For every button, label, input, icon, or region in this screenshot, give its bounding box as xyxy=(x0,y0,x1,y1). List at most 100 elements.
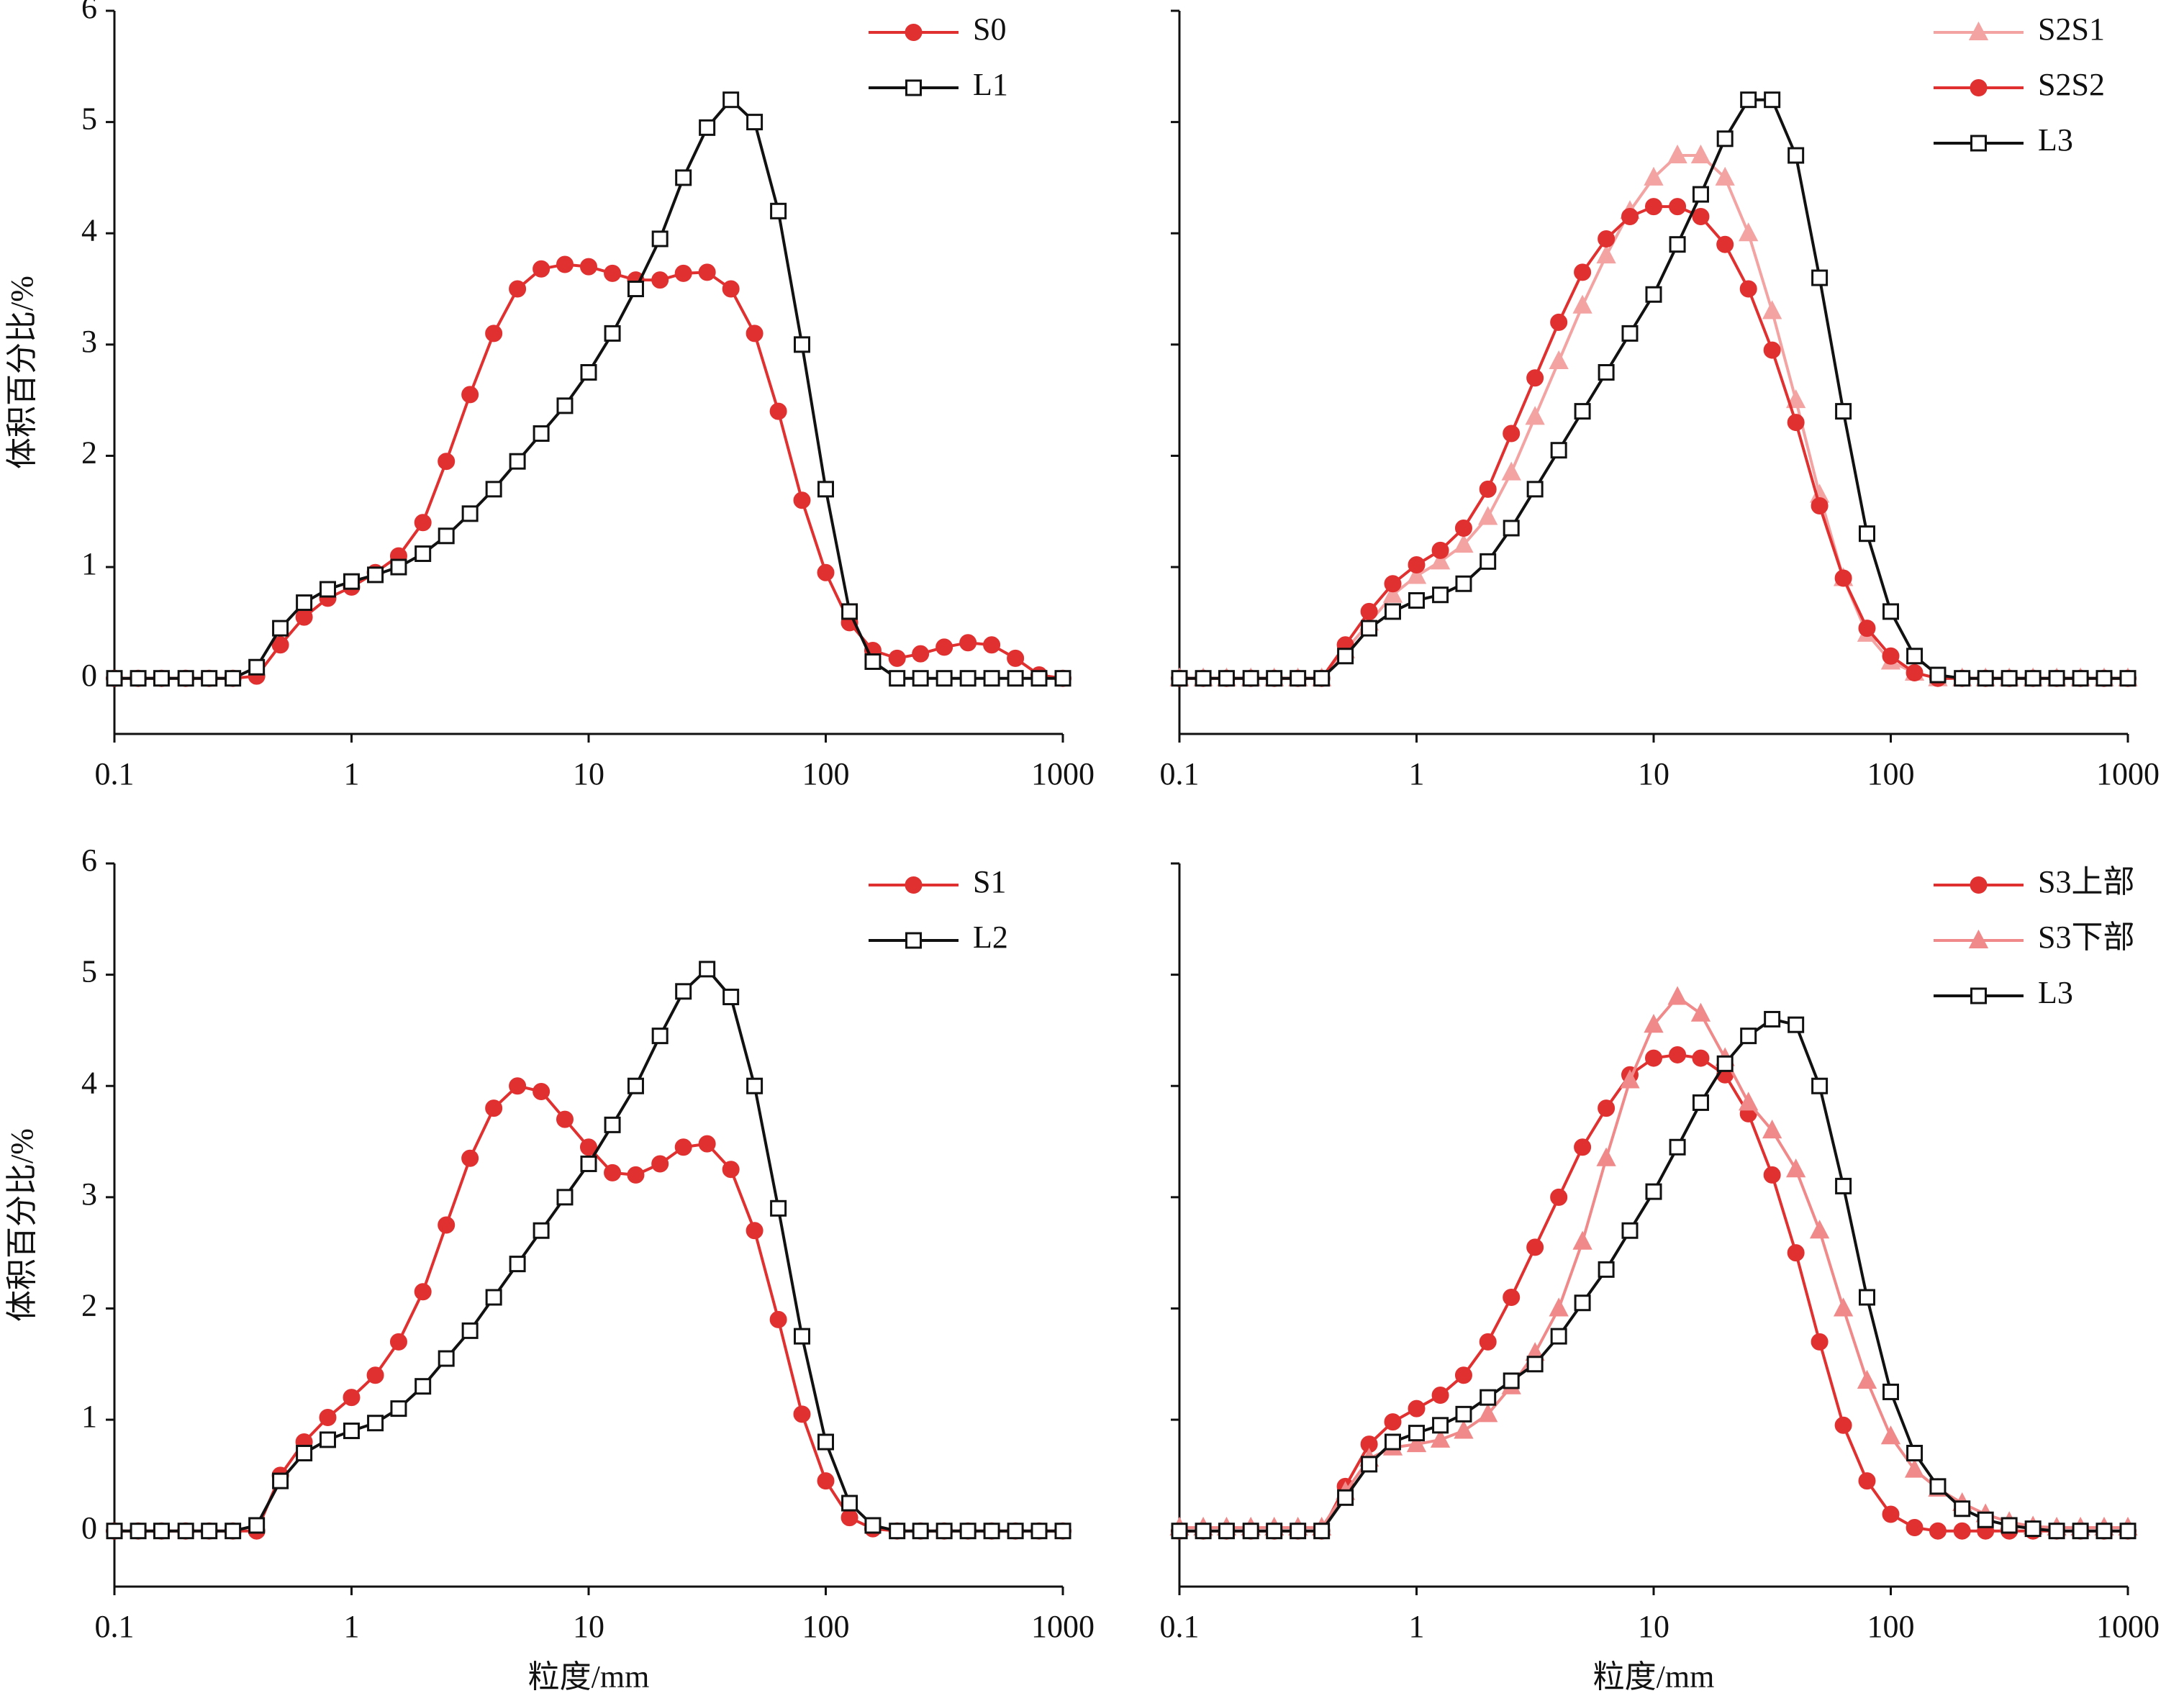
marker-circle xyxy=(1929,1522,1947,1540)
y-tick-label: 1 xyxy=(81,546,97,581)
marker-triangle xyxy=(1596,1147,1616,1166)
marker-square xyxy=(959,670,977,687)
marker-circle xyxy=(1858,620,1876,638)
marker-square xyxy=(817,1433,834,1451)
marker-circle xyxy=(817,1472,835,1490)
marker-square xyxy=(1882,1383,1899,1400)
series-line xyxy=(1179,1053,2128,1533)
marker-circle xyxy=(1503,1289,1521,1306)
marker-square xyxy=(959,1523,977,1540)
marker-circle xyxy=(983,636,1001,654)
marker-circle xyxy=(1526,369,1544,387)
marker-square xyxy=(580,364,597,381)
marker-square xyxy=(1455,575,1472,592)
marker-circle xyxy=(556,1110,574,1128)
x-tick-label: 10 xyxy=(1638,1609,1669,1644)
marker-circle xyxy=(1454,519,1472,537)
marker-square xyxy=(1242,1523,1259,1540)
marker-square xyxy=(580,1155,597,1172)
marker-square xyxy=(485,1289,502,1306)
marker-square xyxy=(438,527,455,545)
marker-triangle xyxy=(1762,1119,1782,1139)
marker-triangle xyxy=(1667,986,1687,1005)
marker-circle xyxy=(674,1138,692,1156)
marker-circle xyxy=(509,1077,527,1095)
marker-circle xyxy=(271,636,289,654)
marker-circle xyxy=(912,645,930,663)
legend-label: S3下部 xyxy=(2038,920,2134,955)
series-line xyxy=(114,966,1063,1533)
marker-circle xyxy=(698,263,716,281)
marker-square xyxy=(983,670,1000,687)
marker-triangle xyxy=(1809,1220,1830,1239)
y-axis-label: 体积百分比/% xyxy=(4,276,40,469)
marker-circle xyxy=(1692,1049,1710,1067)
series-line xyxy=(1179,205,2128,680)
marker-square xyxy=(225,670,242,687)
marker-square xyxy=(1361,620,1378,637)
marker-circle xyxy=(1598,230,1616,248)
marker-square xyxy=(533,1222,550,1239)
y-tick-label: 3 xyxy=(81,324,97,359)
x-tick-label: 0.1 xyxy=(95,756,135,791)
marker-square xyxy=(248,1517,266,1534)
marker-circle xyxy=(817,563,835,581)
marker-square xyxy=(177,670,194,687)
marker-square xyxy=(1218,670,1235,687)
marker-triangle xyxy=(1715,166,1735,186)
y-tick-label: 0 xyxy=(81,1510,97,1546)
x-tick-label: 1000 xyxy=(2096,756,2160,791)
marker-triangle xyxy=(1406,565,1427,584)
marker-circle xyxy=(1479,480,1497,498)
marker-circle xyxy=(485,1099,503,1117)
legend-label: L1 xyxy=(973,67,1008,102)
marker-square xyxy=(1598,364,1615,381)
marker-circle xyxy=(1598,1099,1616,1117)
marker-circle xyxy=(1431,1387,1449,1405)
x-tick-label: 0.1 xyxy=(1160,1609,1200,1644)
marker-square xyxy=(1030,670,1048,687)
marker-square xyxy=(1574,403,1591,420)
marker-square xyxy=(1384,1433,1401,1451)
marker-square xyxy=(699,961,716,978)
marker-square xyxy=(2001,1517,2018,1534)
marker-circle xyxy=(1763,1166,1781,1184)
marker-triangle xyxy=(1406,1433,1427,1453)
marker-square xyxy=(367,566,384,584)
marker-square xyxy=(1313,670,1331,687)
series-line xyxy=(1179,994,2128,1530)
marker-circle xyxy=(935,638,953,656)
marker-square xyxy=(1550,442,1567,459)
marker-square xyxy=(2119,1523,2137,1540)
marker-circle xyxy=(840,1509,858,1527)
x-axis-label: 粒度/mm xyxy=(528,1659,650,1695)
marker-square xyxy=(1290,1523,1307,1540)
x-tick-label: 0.1 xyxy=(95,1609,135,1644)
x-tick-label: 1000 xyxy=(2096,1609,2160,1644)
y-tick-label: 2 xyxy=(81,1288,97,1323)
marker-square xyxy=(438,1350,455,1367)
marker-square xyxy=(1054,670,1071,687)
marker-square xyxy=(1645,286,1662,303)
marker-square xyxy=(1266,1523,1283,1540)
marker-square xyxy=(2024,670,2042,687)
marker-square xyxy=(2072,670,2089,687)
marker-circle xyxy=(1550,1188,1568,1206)
marker-square xyxy=(1811,269,1829,286)
marker-circle xyxy=(414,514,432,532)
marker-square xyxy=(1432,1417,1449,1434)
marker-circle xyxy=(769,402,787,420)
marker-circle xyxy=(905,876,923,894)
marker-square xyxy=(1716,130,1734,148)
marker-square xyxy=(1195,670,1212,687)
marker-square xyxy=(604,325,621,342)
x-tick-label: 100 xyxy=(802,1609,850,1644)
marker-triangle xyxy=(1478,1403,1498,1423)
marker-square xyxy=(296,594,313,612)
marker-square xyxy=(1384,603,1401,620)
marker-square xyxy=(1408,1425,1425,1442)
marker-circle xyxy=(1384,1413,1402,1431)
marker-triangle xyxy=(1596,244,1616,264)
marker-square xyxy=(889,670,906,687)
marker-circle xyxy=(1739,280,1757,298)
